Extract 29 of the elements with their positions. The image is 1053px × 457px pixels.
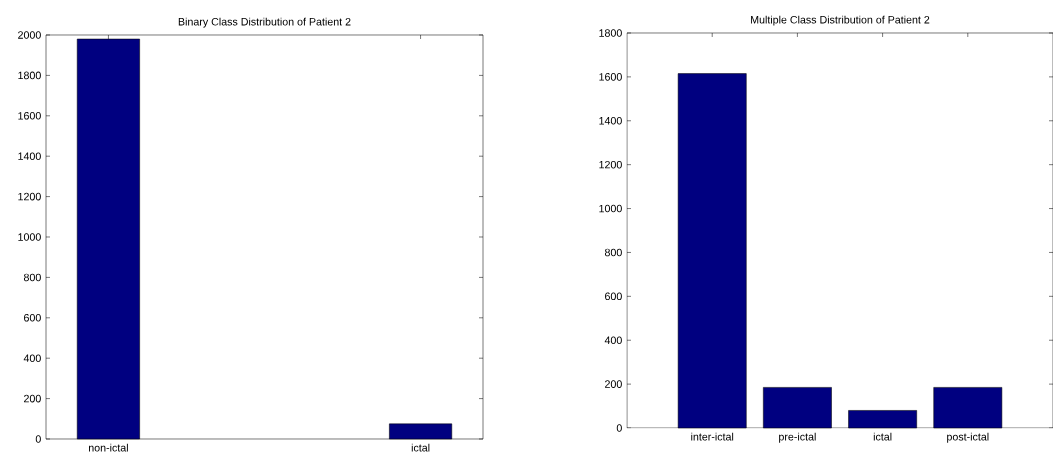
x-tick-label: ictal	[411, 443, 430, 452]
y-tick-label: 1400	[599, 117, 622, 125]
x-tick-label: pre-ictal	[779, 432, 816, 443]
x-tick-label: non-ictal	[88, 443, 128, 452]
y-tick-label: 200	[24, 394, 41, 403]
chart-title: Multiple Class Distribution of Patient 2	[751, 15, 930, 26]
y-tick-label: 1600	[18, 112, 41, 120]
y-tick-label: 1600	[599, 73, 622, 81]
y-tick-label: 2000	[18, 31, 41, 39]
y-tick-label: 200	[605, 380, 622, 388]
y-tick-label: 1000	[599, 204, 622, 213]
y-tick-label: 0	[616, 424, 622, 432]
x-tick-label: post-ictal	[947, 432, 989, 443]
y-tick-label: 1200	[599, 160, 622, 169]
y-tick-label: 1800	[18, 71, 41, 80]
y-tick-label: 1400	[18, 152, 41, 160]
y-tick-label: 400	[604, 336, 622, 344]
y-tick-label: 400	[23, 354, 41, 362]
x-tick-label: inter-ictal	[691, 432, 734, 441]
x-tick-label: ictal	[873, 432, 892, 441]
y-tick-label: 1800	[599, 29, 622, 37]
y-tick-label: 600	[24, 314, 41, 322]
chart-title: Binary Class Distribution of Patient 2	[178, 17, 351, 28]
y-tick-label: 1200	[18, 192, 41, 201]
y-tick-label: 0	[35, 435, 41, 443]
y-tick-label: 1000	[18, 233, 41, 241]
y-tick-label: 600	[605, 292, 622, 301]
y-tick-label: 800	[23, 273, 41, 282]
y-tick-label: 800	[604, 248, 622, 257]
